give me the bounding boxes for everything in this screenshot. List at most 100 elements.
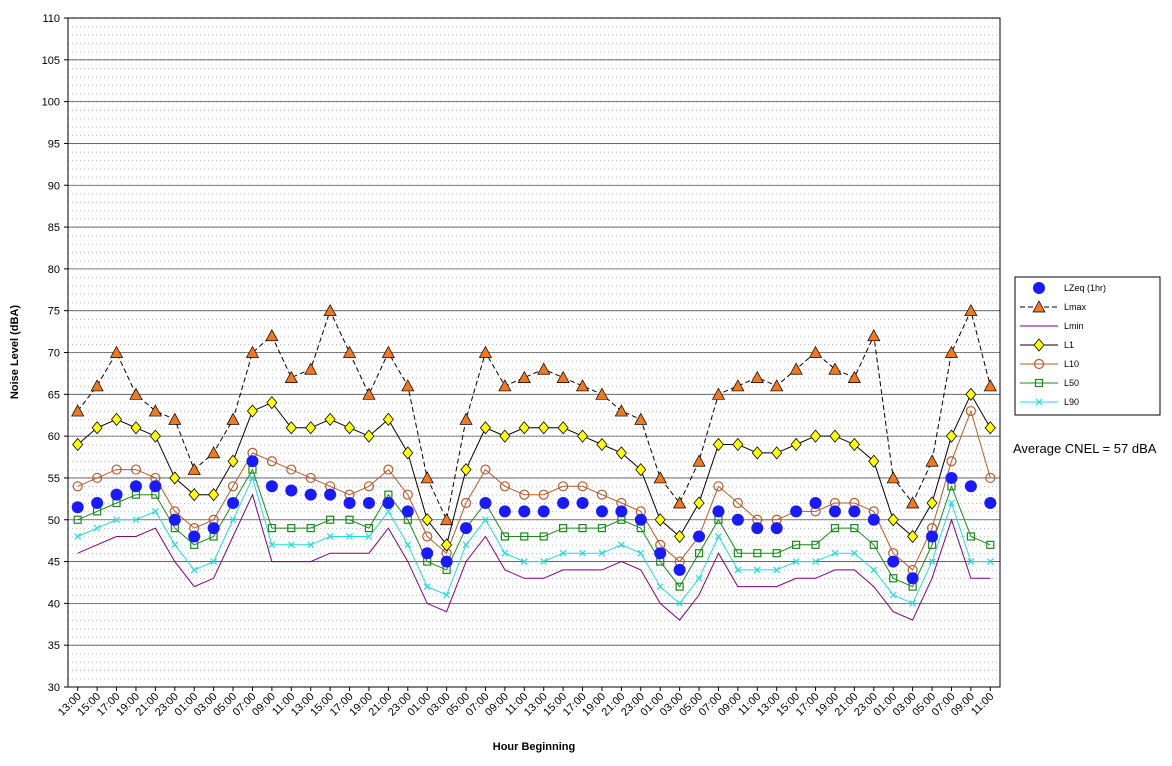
point	[169, 471, 181, 485]
point	[286, 464, 297, 475]
point	[93, 524, 101, 532]
point	[148, 404, 162, 417]
point	[770, 522, 783, 535]
point	[615, 446, 627, 460]
point	[808, 345, 823, 358]
point	[579, 549, 586, 557]
y-tick-label: 90	[48, 180, 60, 192]
point	[304, 362, 318, 375]
y-tick-label: 80	[48, 264, 60, 276]
point	[654, 513, 666, 527]
point	[887, 513, 899, 527]
point	[811, 540, 820, 549]
point	[326, 515, 335, 524]
point	[812, 558, 819, 565]
point	[227, 497, 240, 510]
point	[637, 549, 645, 557]
point	[868, 454, 880, 468]
point	[284, 370, 298, 383]
point	[129, 387, 143, 400]
point	[615, 505, 628, 518]
point	[478, 345, 493, 358]
point	[246, 455, 259, 468]
point	[363, 481, 375, 492]
point	[653, 471, 667, 484]
point	[266, 456, 277, 467]
y-axis-label: Noise Level (dBA)	[9, 305, 21, 399]
point	[227, 454, 239, 468]
point	[324, 412, 336, 427]
point	[732, 437, 744, 452]
point	[423, 583, 431, 591]
point	[848, 437, 860, 452]
point	[110, 488, 123, 501]
point	[828, 362, 842, 375]
point	[462, 541, 470, 549]
point	[751, 446, 763, 460]
point	[401, 505, 414, 518]
y-tick-label: 30	[48, 682, 60, 694]
point	[772, 549, 781, 558]
point	[91, 497, 104, 510]
point	[479, 497, 492, 510]
point	[617, 541, 625, 549]
y-tick-label: 100	[42, 97, 60, 109]
point	[906, 572, 919, 585]
point	[460, 462, 472, 477]
point	[501, 549, 509, 557]
point	[1034, 378, 1044, 388]
point	[614, 404, 628, 417]
point	[634, 412, 648, 425]
point	[830, 524, 840, 533]
point	[344, 421, 356, 435]
plot-border	[67, 17, 1001, 688]
y-tick-label: 85	[48, 222, 60, 234]
series-line	[77, 409, 991, 571]
point	[382, 497, 395, 510]
point	[556, 370, 570, 383]
point	[537, 505, 550, 518]
point	[674, 529, 686, 544]
legend-label: L1	[1064, 340, 1074, 350]
point	[577, 481, 588, 492]
point	[208, 488, 220, 502]
point	[965, 387, 977, 401]
point	[519, 489, 530, 500]
point	[945, 429, 957, 443]
point	[907, 529, 919, 544]
point	[928, 558, 936, 565]
y-tick-label: 105	[42, 55, 60, 67]
legend: LZeq (1hr) Lmax Lmin L1 L10 L50 L90	[1014, 276, 1161, 416]
point	[654, 547, 667, 560]
series	[71, 303, 997, 526]
point	[712, 505, 725, 518]
point	[500, 532, 509, 541]
point	[712, 437, 724, 452]
point	[149, 429, 161, 443]
point	[520, 532, 529, 541]
point	[443, 591, 451, 599]
series-line	[77, 476, 991, 605]
point	[345, 515, 354, 524]
point	[346, 533, 353, 540]
point	[575, 379, 590, 392]
point	[753, 549, 762, 558]
point	[499, 429, 511, 443]
point	[227, 481, 239, 492]
point	[304, 488, 317, 501]
point	[889, 574, 898, 583]
point	[751, 522, 764, 535]
legend-label: Lmax	[1064, 302, 1087, 312]
point	[460, 522, 473, 535]
point	[111, 412, 123, 427]
point	[847, 370, 861, 383]
legend-label: L90	[1064, 397, 1079, 407]
point	[596, 437, 608, 452]
point	[498, 379, 512, 392]
point	[559, 549, 567, 557]
point	[539, 532, 548, 541]
point	[945, 471, 958, 484]
point	[421, 547, 434, 560]
point	[90, 379, 104, 392]
point	[404, 541, 412, 549]
